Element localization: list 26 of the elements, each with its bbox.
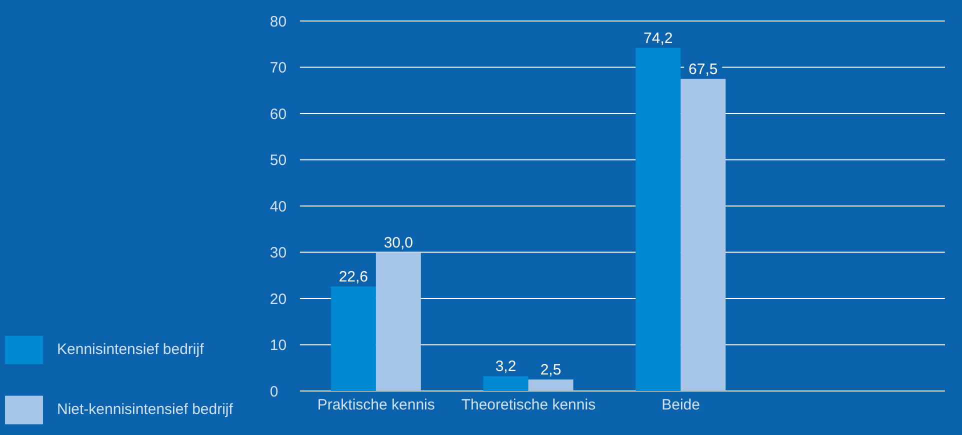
data-label: 2,5 (540, 361, 562, 378)
y-tick-label: 20 (270, 290, 287, 308)
data-label: 3,2 (495, 358, 516, 376)
legend-label: Niet-kennisintensief bedrijf (57, 401, 233, 418)
bar (680, 78, 726, 391)
y-tick-label: 80 (270, 13, 287, 30)
bar (330, 286, 376, 391)
data-label: 74,2 (644, 30, 673, 47)
data-label: 30,0 (384, 234, 414, 252)
y-tick-label: 60 (270, 106, 287, 123)
bar (376, 252, 421, 391)
y-tick-label: 70 (270, 60, 287, 77)
data-label: 67,5 (688, 60, 718, 78)
y-tick-label: 0 (270, 383, 278, 400)
y-tick-label: 10 (270, 337, 287, 354)
bar (483, 376, 528, 391)
legend-label: Kennisintensief bedrijf (57, 341, 204, 358)
y-tick-label: 50 (270, 152, 287, 170)
y-tick-label: 30 (270, 244, 287, 262)
x-tick-label: Theoretische kennis (461, 396, 596, 414)
x-tick-label: Praktische kennis (317, 396, 435, 414)
bar (528, 379, 574, 391)
data-label: 22,6 (338, 268, 368, 286)
bar (636, 48, 681, 391)
x-tick-label: Beide (662, 396, 700, 414)
y-tick-label: 40 (270, 198, 287, 216)
